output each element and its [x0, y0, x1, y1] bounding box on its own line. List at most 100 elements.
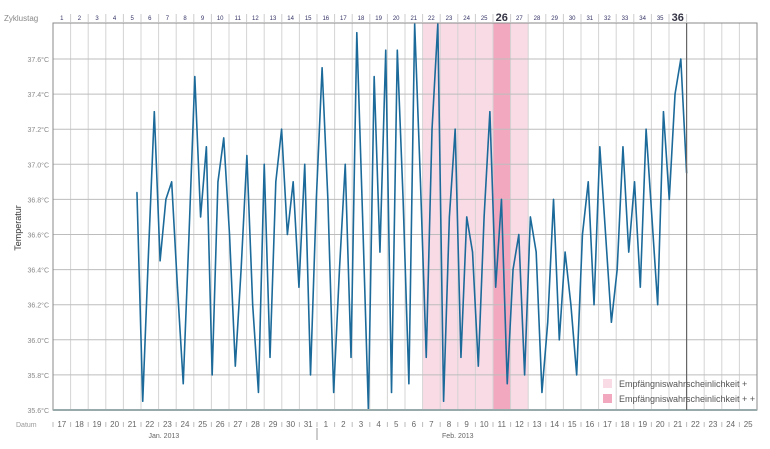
- temperature-point: [298, 286, 300, 288]
- temperature-point: [280, 128, 283, 130]
- temperature-point: [576, 374, 578, 376]
- temperature-point: [194, 75, 196, 78]
- date-label: 19: [93, 420, 102, 429]
- cycle-day-label: 15: [305, 16, 312, 22]
- temperature-point: [651, 216, 653, 218]
- temperature-point: [633, 181, 636, 183]
- temperature-point: [541, 391, 543, 394]
- date-label: 16: [585, 420, 594, 429]
- date-label: 25: [744, 420, 753, 429]
- temperature-point: [153, 111, 155, 113]
- y-tick-label: 36.8°C: [28, 196, 49, 204]
- temperature-point: [188, 233, 190, 236]
- temperature-point: [564, 251, 566, 253]
- temperature-point: [159, 260, 161, 262]
- date-label: 6: [412, 420, 417, 429]
- cycle-day-label: 1: [60, 16, 64, 22]
- date-label: 14: [550, 420, 559, 429]
- month-label: Jan. 2013: [149, 433, 180, 440]
- temperature-point: [275, 181, 277, 183]
- temperature-point: [425, 356, 427, 358]
- temperature-point: [610, 321, 612, 323]
- temperature-point: [142, 400, 144, 402]
- temperature-point: [379, 251, 381, 253]
- cycle-day-label: 16: [322, 16, 329, 22]
- cycle-day-label: 35: [657, 16, 664, 22]
- temperature-point: [182, 383, 184, 385]
- temperature-point: [460, 356, 462, 358]
- temperature-point: [628, 251, 630, 253]
- cycle-day-label: 12: [252, 16, 259, 22]
- date-label: 4: [376, 420, 381, 429]
- date-label: 15: [568, 420, 577, 429]
- cycle-day-label: 32: [604, 16, 611, 22]
- cycle-day-label: 10: [217, 16, 224, 22]
- date-label: 12: [515, 420, 524, 429]
- date-label: 17: [57, 420, 66, 429]
- date-label: 10: [480, 420, 489, 429]
- cycle-day-label: 31: [586, 16, 593, 22]
- date-label: 3: [359, 420, 364, 429]
- date-label: 18: [75, 420, 84, 429]
- date-label: 21: [128, 420, 137, 429]
- temperature-point: [414, 23, 416, 25]
- temperature-point: [466, 216, 468, 218]
- temperature-point: [223, 137, 225, 139]
- temperature-point: [344, 163, 346, 165]
- temperature-point: [333, 391, 335, 394]
- date-label: 29: [269, 420, 278, 429]
- cycle-day-label: 3: [95, 16, 99, 22]
- temperature-point: [419, 181, 422, 183]
- date-label: 20: [656, 420, 665, 429]
- temperature-point: [315, 198, 317, 200]
- cycle-day-label: 8: [183, 16, 187, 22]
- temperature-point: [500, 198, 503, 200]
- legend-label-peak: Empfängniswahrscheinlichkeit + +: [619, 394, 755, 404]
- date-label: 18: [621, 420, 630, 429]
- temperature-point: [489, 111, 491, 113]
- temperature-point: [338, 269, 341, 271]
- cycle-day-label: 6: [148, 16, 152, 22]
- temperature-point: [639, 286, 641, 288]
- y-tick-label: 36.2°C: [28, 302, 49, 310]
- date-label: 22: [145, 420, 154, 429]
- date-label: 30: [286, 420, 295, 429]
- temperature-point: [205, 146, 207, 148]
- cycle-day-label: 24: [463, 16, 470, 22]
- cycle-day-label: 9: [201, 16, 205, 22]
- temperature-point: [396, 49, 398, 51]
- cycle-day-label: 26: [496, 12, 508, 24]
- date-label: 26: [216, 420, 225, 429]
- cycle-day-label: 27: [516, 16, 523, 22]
- temperature-point: [263, 163, 265, 165]
- temperature-point: [535, 251, 537, 253]
- date-label: 20: [110, 420, 119, 429]
- legend-label-fertile: Empfängniswahrscheinlichkeit +: [619, 379, 747, 389]
- date-label: 31: [304, 420, 313, 429]
- cycle-day-label: 13: [270, 16, 277, 22]
- temperature-point: [269, 356, 271, 358]
- top-axis-label: Zyklustag: [4, 14, 38, 23]
- temperature-point: [523, 374, 526, 376]
- date-label: 24: [181, 420, 190, 429]
- temperature-point: [292, 181, 294, 183]
- temperature-point: [147, 251, 150, 253]
- month-label: Feb. 2013: [442, 433, 474, 440]
- date-label: 19: [638, 420, 647, 429]
- temperature-point: [512, 269, 514, 271]
- date-label: 7: [429, 420, 434, 429]
- temperature-point: [604, 233, 607, 236]
- temperature-point: [228, 233, 231, 236]
- temperature-point: [199, 216, 202, 218]
- temperature-point: [662, 111, 665, 113]
- temperature-point: [645, 128, 647, 130]
- date-label: 13: [533, 420, 542, 429]
- temperature-point: [171, 181, 173, 183]
- cycle-day-label: 23: [446, 16, 453, 22]
- cycle-day-label: 17: [340, 16, 347, 22]
- date-label: 27: [233, 420, 242, 429]
- temperature-line: [136, 23, 688, 411]
- y-tick-label: 35.8°C: [28, 372, 49, 380]
- temperature-point: [246, 154, 248, 157]
- temperature-point: [240, 269, 242, 271]
